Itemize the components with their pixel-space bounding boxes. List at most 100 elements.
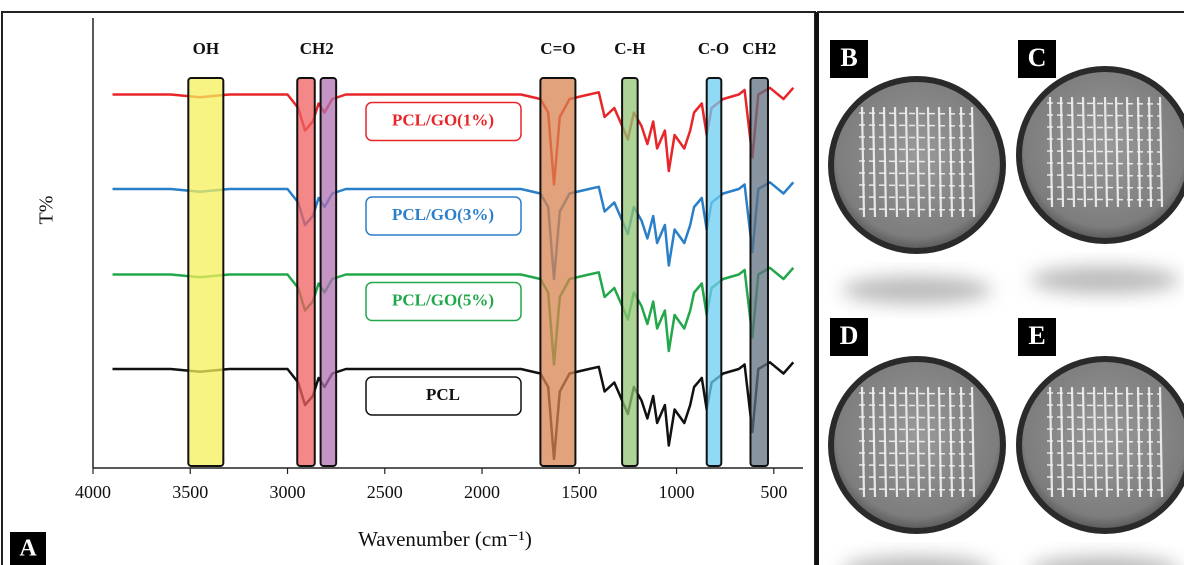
panel-label-box [830, 40, 868, 78]
photo-panels: B C D E [828, 40, 1184, 565]
legend-box [365, 376, 522, 416]
scaffold-strand [858, 196, 974, 199]
panel-label: C [1028, 43, 1047, 72]
scaffold-strand [858, 160, 974, 163]
legend-box [365, 101, 522, 142]
panel-label-box [1018, 40, 1056, 78]
scaffold-strand [858, 124, 974, 127]
x-tick-label: 500 [760, 482, 787, 502]
scaffold-strand [858, 112, 974, 115]
scaffold-strand [1046, 452, 1162, 455]
legend-label: PCL [426, 385, 460, 404]
scaffold-strand [1046, 102, 1162, 105]
scaffold-strand [904, 386, 910, 498]
highlight-band [621, 77, 639, 467]
scaffold-strand [858, 440, 974, 443]
scaffold-strand [1046, 114, 1162, 117]
legend-box [365, 281, 522, 322]
dish [1016, 66, 1184, 244]
scaffold [1046, 386, 1164, 498]
x-tick-label: 2000 [464, 482, 500, 502]
shadow [1034, 556, 1176, 565]
legend-label: PCL/GO(3%) [392, 205, 494, 224]
scaffold-strand [1046, 162, 1162, 165]
scaffold-strand [1046, 440, 1162, 443]
highlight-band [319, 77, 338, 467]
shadow [1030, 266, 1180, 294]
scaffold-strand [858, 392, 974, 395]
panel-label: E [1028, 321, 1045, 350]
scaffold-strand [1103, 386, 1109, 498]
highlight-band [187, 77, 225, 467]
shadow [846, 556, 988, 565]
scaffold-strand [858, 452, 974, 455]
panel-label-box [10, 532, 46, 565]
scaffold-strand [1092, 386, 1098, 498]
scaffold-strand [858, 488, 974, 491]
x-axis-label: Wavenumber (cm⁻¹) [358, 527, 532, 551]
y-axis-label: T% [36, 196, 58, 225]
scaffold-strand [858, 184, 974, 187]
scaffold-strand [915, 386, 921, 498]
band-label: C-O [698, 39, 729, 58]
scaffold-strand [858, 404, 974, 407]
scaffold-strand [1046, 404, 1162, 407]
scaffold-strand [1092, 96, 1098, 208]
band-label: CH2 [300, 39, 334, 58]
scaffold-strand [1103, 96, 1109, 208]
band-label: C-H [614, 39, 645, 58]
band-label: OH [193, 39, 219, 58]
scaffold-strand [1046, 416, 1162, 419]
highlight-band [539, 77, 577, 467]
x-tick-label: 3500 [172, 482, 208, 502]
band-label: CH2 [742, 39, 776, 58]
scaffold-strand [893, 386, 899, 498]
scaffold-strand [858, 428, 974, 431]
scaffold-strand [858, 136, 974, 139]
scaffold-strand [904, 106, 910, 218]
panel-label-box [1018, 318, 1056, 356]
scaffold-strand [858, 464, 974, 467]
plot: 4000 3500 3000 2500 2000 1500 1000 500 Wavenumbe… [10, 18, 803, 565]
band-label: C=O [540, 39, 575, 58]
scaffold-strand [1046, 186, 1162, 189]
scaffold-strand [1046, 464, 1162, 467]
scaffold [858, 386, 976, 498]
scaffold-strand [893, 106, 899, 218]
dish [1016, 356, 1184, 534]
scaffold-strand [858, 416, 974, 419]
highlight-band [296, 77, 316, 467]
scaffold-strand [858, 148, 974, 151]
scaffold-strand [1046, 138, 1162, 141]
x-tick-label: 3000 [270, 482, 306, 502]
panel-label: D [840, 321, 859, 350]
scaffold [858, 106, 976, 218]
panel-label: B [840, 43, 857, 72]
shadow [842, 276, 992, 304]
legend-label: PCL/GO(5%) [392, 290, 494, 309]
x-tick-label: 1500 [561, 482, 597, 502]
x-tick-label: 1000 [659, 482, 695, 502]
scaffold-strand [1046, 392, 1162, 395]
scaffold-strand [1046, 488, 1162, 491]
scaffold [1046, 96, 1164, 208]
scaffold-strand [858, 476, 974, 479]
scaffold-strand [858, 208, 974, 211]
scaffold-strand [1081, 386, 1087, 498]
x-tick-label: 2500 [367, 482, 403, 502]
scaffold-strand [1046, 428, 1162, 431]
scaffold-strand [1046, 150, 1162, 153]
panel-label-box [830, 318, 868, 356]
scaffold-strand [1046, 476, 1162, 479]
highlight-band [705, 77, 723, 467]
scaffold-strand [1081, 96, 1087, 208]
scaffold-strand [1046, 126, 1162, 129]
legend-box [365, 196, 522, 236]
scaffold-strand [1046, 174, 1162, 177]
scaffold-strand [1046, 198, 1162, 201]
x-tick-label: 4000 [75, 482, 111, 502]
highlight-band [749, 77, 769, 467]
